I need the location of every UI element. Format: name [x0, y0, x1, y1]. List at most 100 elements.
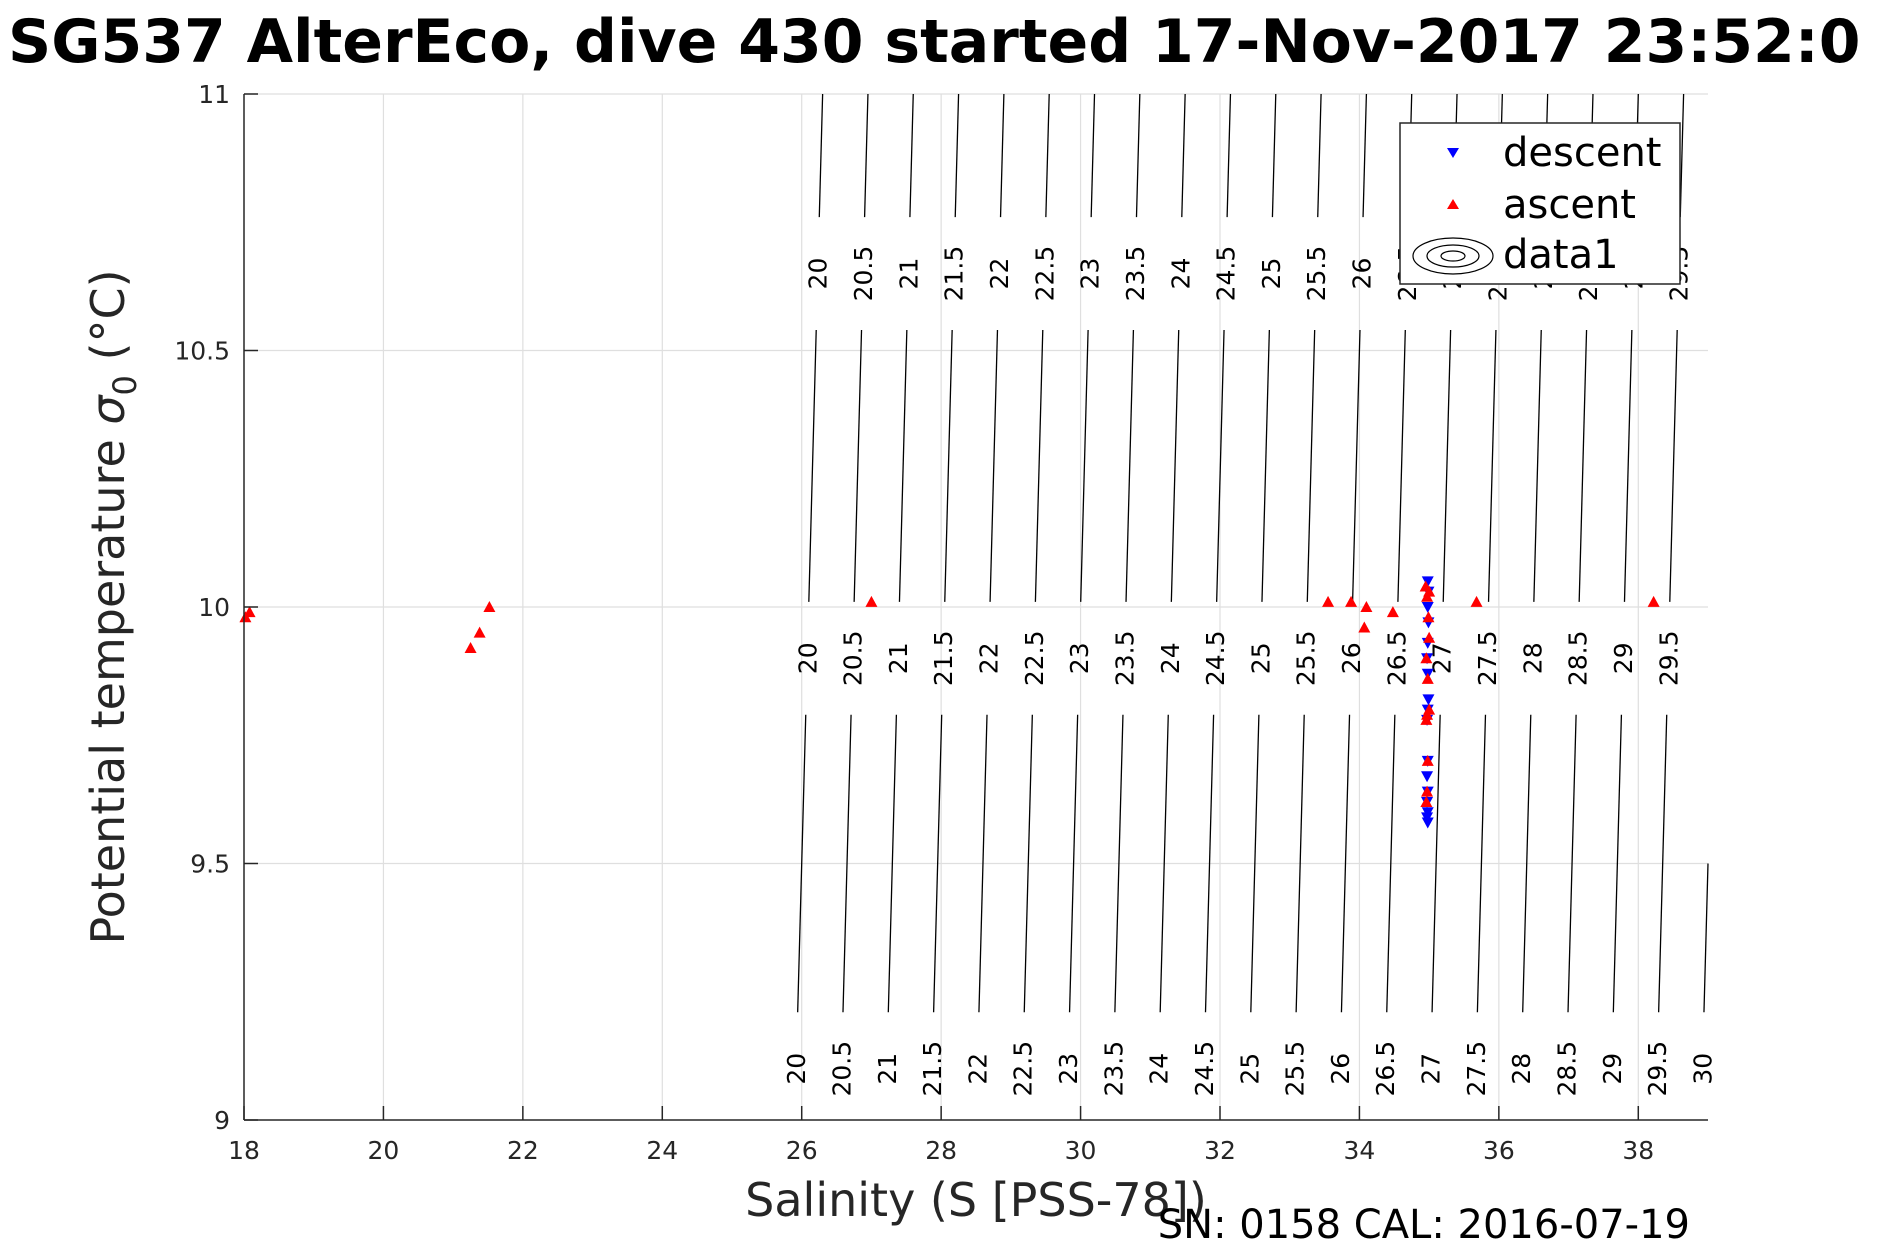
x-tick-label: 34 [1344, 1136, 1376, 1165]
isopycnal-line [853, 329, 863, 602]
isopycnal-label: 25.5 [1302, 246, 1331, 302]
isopycnal-label: 28 [1518, 642, 1547, 674]
isopycnal-line [887, 714, 898, 1013]
isopycnal-line [818, 93, 824, 218]
chart-title: SG537 AlterEco, dive 430 started 17-Nov-… [8, 7, 1861, 77]
legend-contour-icon [1412, 237, 1494, 275]
descent-point [1421, 602, 1434, 613]
isopycnal-line [1703, 863, 1709, 1013]
isopycnal-label: 25 [1246, 642, 1275, 674]
isopycnal-line [1271, 93, 1277, 218]
ascent-point [865, 595, 878, 607]
isopycnal-line [1362, 93, 1368, 218]
isopycnal-label: 24.5 [1212, 246, 1241, 302]
contour-lines [797, 93, 1709, 1013]
isopycnal-line [1476, 714, 1487, 1013]
isopycnal-label: 26 [1348, 258, 1377, 290]
ascent-point [243, 606, 256, 618]
isopycnal-line [1612, 714, 1623, 1013]
isopycnal-label: 28 [1507, 1053, 1536, 1085]
isopycnal-line [909, 93, 914, 218]
serial-calibration-footer: SN: 0158 CAL: 2016-07-19 [1158, 1202, 1690, 1248]
ascent-point [1422, 611, 1435, 623]
isopycnal-line [1533, 329, 1542, 602]
isopycnal-label: 24.5 [1190, 1041, 1219, 1097]
isopycnal-label: 26.5 [1371, 1041, 1400, 1097]
descent-point [1422, 694, 1435, 706]
ascent-point [1420, 713, 1433, 725]
isopycnal-line [1080, 329, 1089, 602]
isopycnal-label: 20 [804, 258, 833, 290]
isopycnal-line [1170, 329, 1180, 602]
x-tick-label: 32 [1204, 1136, 1236, 1165]
y-axis-label-subscript: 0 [106, 375, 144, 395]
isopycnal-line [808, 329, 817, 602]
x-tick-label: 30 [1065, 1136, 1097, 1165]
axis-ticks: 18 20 22 24 26 28 30 32 34 36 38 9 9.5 10 10.5 11 [174, 80, 1654, 1165]
isopycnal-line [1159, 714, 1169, 1013]
isopycnal-label: 22.5 [1020, 630, 1049, 686]
x-tick-label: 18 [228, 1136, 260, 1165]
x-tick-label: 22 [507, 1136, 539, 1165]
isopycnal-line [1023, 714, 1033, 1013]
isopycnal-line [1261, 329, 1271, 602]
isopycnal-label: 25 [1257, 258, 1286, 290]
isopycnal-line [954, 93, 960, 218]
isopycnal-line [1068, 714, 1079, 1013]
ascent-point [473, 626, 486, 638]
legend-data1-label: data1 [1503, 232, 1619, 278]
x-tick-label: 28 [925, 1136, 957, 1165]
ascent-point [1421, 754, 1434, 766]
y-axis-label-unit: (°C) [81, 269, 135, 375]
isopycnal-label: 26 [1337, 642, 1366, 674]
isopycnal-line [1578, 329, 1588, 602]
isopycnal-line [932, 714, 943, 1013]
isopycnal-label: 25.5 [1292, 630, 1321, 686]
x-tick-label: 26 [786, 1136, 818, 1165]
isopycnal-label: 22 [975, 642, 1004, 674]
isopycnal-label: 22.5 [1009, 1041, 1038, 1097]
isopycnal-line [1623, 329, 1633, 602]
descent-point [1421, 817, 1434, 829]
isopycnal-label: 25 [1235, 1053, 1264, 1085]
isopycnal-label: 21 [894, 258, 923, 290]
ascent-point [483, 601, 496, 612]
isopycnal-line [1226, 93, 1232, 218]
isopycnal-line [1135, 93, 1141, 218]
ascent-point [1470, 595, 1483, 607]
isopycnal-line [1114, 714, 1124, 1013]
isopycnal-line [1204, 714, 1215, 1013]
isopycnal-line [1045, 93, 1050, 218]
data-points [239, 576, 1660, 829]
isopycnal-label: 20 [782, 1053, 811, 1085]
ascent-point [1322, 595, 1335, 607]
y-tick-label: 9.5 [190, 850, 230, 879]
legend-ascent-marker [1447, 199, 1459, 209]
legend-ascent-label: ascent [1503, 182, 1636, 228]
ascent-point [1421, 708, 1434, 720]
isopycnal-line [1567, 714, 1577, 1013]
isopycnal-line [1306, 329, 1316, 602]
y-tick-label: 9 [214, 1106, 230, 1135]
isopycnal-line [978, 714, 988, 1013]
isopycnal-label: 22 [963, 1053, 992, 1085]
ascent-point [1421, 672, 1434, 684]
isopycnal-label: 23.5 [1099, 1041, 1128, 1097]
ascent-point [1423, 631, 1436, 643]
ascent-point [1647, 595, 1660, 607]
descent-point [1421, 576, 1434, 588]
isopycnal-label: 24 [1145, 1053, 1174, 1085]
isopycnal-line [1295, 714, 1305, 1013]
isopycnal-line [1090, 93, 1096, 218]
isopycnal-line [1522, 714, 1532, 1013]
y-axis-label-symbol: σ [81, 394, 135, 425]
isopycnal-label: 29 [1609, 642, 1638, 674]
isopycnal-line [1317, 93, 1322, 218]
y-axis-label-main: Potential temperature [81, 425, 135, 945]
isopycnal-label: 23 [1054, 1053, 1083, 1085]
ascent-point [1358, 621, 1371, 633]
isopycnal-line [863, 93, 869, 218]
isopycnal-line [1250, 714, 1260, 1013]
y-tick-label: 10.5 [174, 337, 230, 366]
